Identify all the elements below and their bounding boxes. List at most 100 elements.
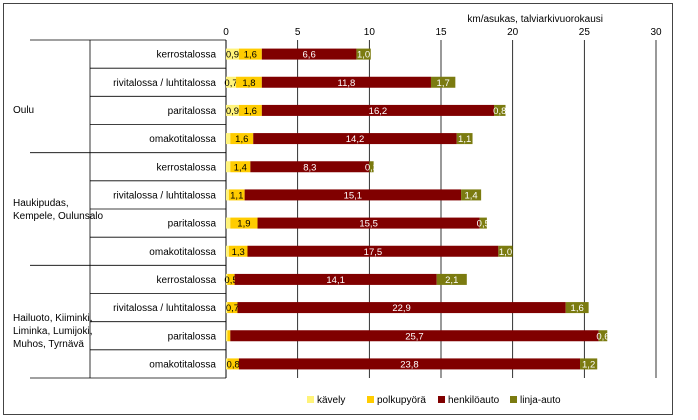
data-label: 14,2 [346, 134, 365, 145]
bar-segment-kävely [226, 104, 239, 116]
data-label: 0,5 [224, 275, 237, 286]
category-label: omakotitalossa [149, 359, 216, 370]
data-label: 23,8 [400, 359, 419, 370]
bar-segment-polkupyörä [238, 48, 262, 60]
bar-segment-henkilöauto [257, 217, 480, 229]
data-label: 1,4 [464, 190, 477, 201]
data-label: 1,7 [437, 78, 450, 89]
data-label: 0,7 [224, 78, 237, 89]
data-label: 0,3 [365, 162, 378, 173]
bar-segment-linja-auto [565, 302, 589, 314]
legend-swatch [307, 396, 314, 403]
x-tick-label: 30 [650, 27, 662, 38]
data-label: 0,8 [227, 359, 240, 370]
legend-swatch [367, 396, 374, 403]
bar-segment-linja-auto [356, 48, 371, 60]
category-label: kerrostalossa [157, 50, 217, 61]
bar-segment-polkupyörä [230, 217, 258, 229]
data-label: 1,0 [499, 247, 512, 258]
data-label: 15,1 [344, 190, 363, 201]
bar-segment-kävely [226, 133, 231, 145]
legend-label: linja-auto [520, 395, 561, 406]
bar-segment-polkupyörä [236, 76, 262, 88]
category-label: kerrostalossa [157, 162, 217, 173]
bar-segment-polkupyörä [230, 133, 254, 145]
data-label: 11,8 [338, 78, 356, 89]
bar-segment-henkilöauto [261, 48, 357, 60]
data-label: 1,6 [571, 303, 584, 314]
bar-segment-polkupyörä [228, 189, 245, 201]
bar-segment-linja-auto [498, 245, 513, 257]
bar-segment-kävely [226, 48, 239, 60]
x-tick-label: 0 [223, 27, 229, 38]
x-tick-label: 10 [364, 27, 376, 38]
group-label: Haukipudas, Kempele, Oulunsalo [13, 198, 103, 222]
category-label: rivitalossa / luhtitalossa [113, 190, 216, 201]
bar-segment-henkilöauto [253, 133, 457, 145]
bar-segment-henkilöauto [250, 161, 370, 173]
group-label: Hailuoto, Kiiminki, Liminka, Lumijoki, Muh… [13, 313, 92, 350]
legend-label: polkupyörä [377, 395, 426, 406]
bar-segment-kävely [226, 273, 228, 285]
data-label: 0,7 [226, 303, 239, 314]
bar-segment-linja-auto [430, 76, 456, 88]
legend-label: kävely [317, 395, 345, 406]
bar-segment-henkilöauto [244, 189, 462, 201]
group-label: Oulu [13, 105, 34, 116]
bar-segment-polkupyörä [238, 104, 262, 116]
bar-segment-polkupyörä [228, 245, 248, 257]
legend-swatch [438, 396, 445, 403]
data-label: 25,7 [405, 331, 424, 342]
bar-segment-linja-auto [598, 330, 608, 342]
bar-segment-henkilöauto [237, 302, 566, 314]
x-tick-label: 5 [295, 27, 301, 38]
category-label: paritalossa [168, 331, 217, 342]
data-label: 8,3 [303, 162, 316, 173]
bar-segment-linja-auto [494, 104, 506, 116]
x-tick-label: 20 [507, 27, 519, 38]
data-label: 14,1 [326, 275, 345, 286]
bar-segment-kävely [226, 217, 231, 229]
category-label: paritalossa [168, 219, 217, 230]
data-label: 2,1 [445, 275, 458, 286]
bar-segment-polkupyörä [227, 358, 239, 370]
category-label: rivitalossa / luhtitalossa [113, 78, 216, 89]
bar-segment-kävely [226, 330, 228, 342]
data-label: 16,2 [369, 106, 388, 117]
data-label: 22,9 [392, 303, 411, 314]
category-label: omakotitalossa [149, 134, 216, 145]
data-label: 0,9 [226, 50, 239, 61]
legend-swatch [510, 396, 517, 403]
data-label: 1,1 [458, 134, 471, 145]
bar-segment-henkilöauto [261, 104, 495, 116]
legend: kävely polkupyörä henkilöauto linja-auto [299, 390, 577, 410]
data-label: 0,8 [493, 106, 506, 117]
axis-title: km/asukas, talviarkivuorokausi [467, 14, 603, 25]
data-label: 6,6 [303, 50, 316, 61]
data-label: 1,2 [582, 359, 595, 370]
data-label: 1,6 [244, 106, 257, 117]
bar-segment-linja-auto [479, 217, 487, 229]
data-label: 1,4 [234, 162, 247, 173]
data-label: 1,6 [244, 50, 257, 61]
gridlines [30, 39, 657, 379]
bar-segment-henkilöauto [230, 330, 599, 342]
x-tick-label: 25 [579, 27, 591, 38]
category-labels: kerrostalossa rivitalossa / luhtitalossa p… [113, 50, 216, 371]
bar-segment-linja-auto [436, 273, 467, 285]
data-label: 1,6 [235, 134, 248, 145]
bars: 0,9 1,6 6,6 1,0 0,7 1,8 11,8 1,7 0,9 1,6 16,2 0,8 1,… [224, 48, 610, 370]
bar-segment-polkupyörä [227, 330, 231, 342]
bar-segment-linja-auto [456, 133, 473, 145]
data-label: 0,6 [596, 331, 609, 342]
bar-segment-kävely [226, 189, 229, 201]
data-label: 1,9 [237, 219, 250, 230]
data-label: 1,1 [230, 190, 243, 201]
x-axis-ticks: 0 5 10 15 20 25 30 [223, 27, 662, 38]
data-label: 0,9 [226, 106, 239, 117]
bar-segment-linja-auto [461, 189, 482, 201]
legend-label: henkilöauto [448, 395, 500, 406]
bar-segment-linja-auto [580, 358, 598, 370]
bar-segment-henkilöauto [261, 76, 431, 88]
bar-segment-kävely [226, 245, 229, 257]
